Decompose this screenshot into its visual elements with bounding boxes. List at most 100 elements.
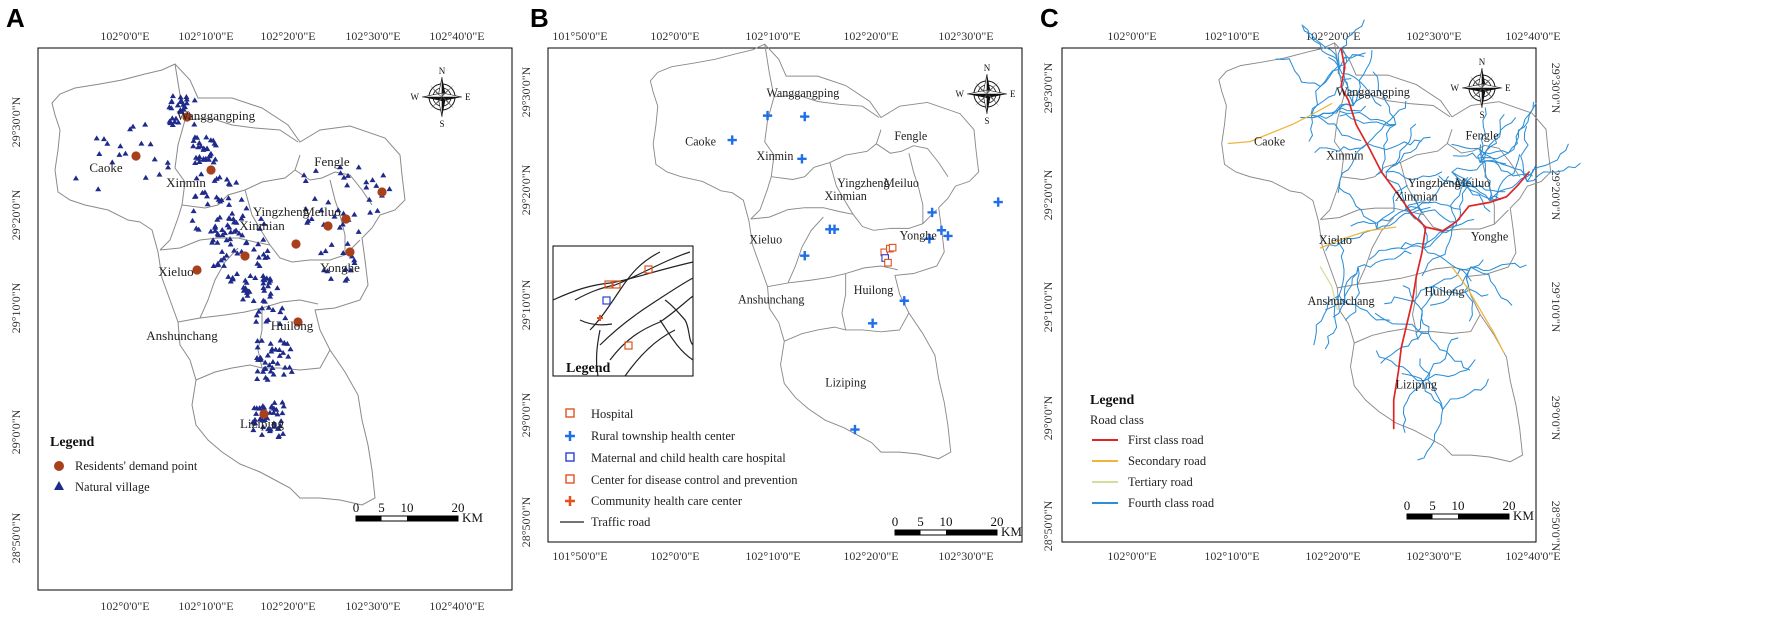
village-point [256,225,263,231]
health-center-icon [565,431,575,441]
x-tick: 102°0'0"E [650,549,699,563]
township-boundary [159,63,186,251]
compass-point [987,74,991,94]
x-ticks-top-a: 102°0'0"E 102°10'0"E 102°20'0"E 102°30'0… [100,29,484,43]
x-tick: 102°20'0"E [260,599,315,613]
village-point [280,403,287,409]
village-point [233,271,240,277]
legend-item: First class road [1128,433,1204,447]
village-point [286,364,293,370]
township-boundary [787,207,854,215]
village-point [216,214,223,220]
township-boundary [159,239,201,251]
town-label: Xinmian [825,189,867,203]
village-point [374,207,381,213]
demand-points-a [131,112,387,419]
village-point [175,119,182,125]
village-point [266,279,273,285]
village-point [282,364,289,370]
village-point [267,275,274,281]
village-point [250,246,257,252]
village-point [269,358,276,364]
town-label-group: Wanggangping Caoke Xinmin Fengle YingzhengMe… [685,86,937,390]
town-label: Fengle [894,129,927,143]
demand-point [345,247,355,257]
village-point [226,224,233,230]
fourth-class-road [1432,285,1489,297]
village-point [251,420,258,426]
village-point [127,126,134,132]
town-label: Liziping [825,375,866,389]
village-point [180,106,187,112]
village-point [231,228,238,234]
village-point [253,312,260,318]
fourth-class-road [1310,97,1363,117]
town-label: Yonghe [900,229,937,243]
village-point [363,184,370,190]
fourth-class-road [1451,171,1506,193]
village-point [261,277,268,283]
village-point [223,176,230,182]
compass-point [1482,68,1486,88]
village-point [274,360,281,366]
village-point [236,230,243,236]
village-point [212,156,219,162]
village-point [280,349,287,355]
scale-bar-segment [946,530,997,535]
town-label-group: Wanggangping Caoke Xinmin Fengle YingzhengMe… [1254,85,1509,392]
village-point [221,230,228,236]
fourth-class-road [1438,175,1491,202]
village-point [238,215,245,221]
village-symbol [54,481,64,490]
legend-item: Residents' demand point [75,459,198,473]
village-point [259,403,266,409]
fourth-class-road [1432,259,1484,287]
village-point [264,254,271,260]
township-boundary [1399,162,1509,232]
compass-point [987,94,999,106]
hospital-icon [888,243,897,252]
town-label: Xinmian [1395,189,1438,203]
village-point [255,241,262,247]
compass-letter-e: E [465,92,471,102]
town-label: Xieluo [1319,233,1352,247]
village-point [278,418,285,424]
village-point [269,364,276,370]
township-boundary [1354,328,1417,344]
village-point [268,348,275,354]
fourth-class-road [1338,186,1378,230]
legend-item: Rural township health center [591,429,736,443]
legend-item: Traffic road [591,515,651,529]
health-center-icon [943,231,953,241]
village-point [223,252,230,258]
village-point [260,297,267,303]
village-point [212,223,219,229]
fourth-class-road [1421,228,1453,277]
compass-point [987,94,991,114]
village-point [183,93,190,99]
village-point [342,266,349,272]
village-point [267,293,274,299]
compass-point [1462,88,1482,92]
x-tick: 102°0'0"E [100,599,149,613]
village-point [337,164,344,170]
scale-label: 20 [991,514,1004,529]
legend-item: Hospital [591,407,634,421]
compass-icon: N S E W [411,66,472,129]
health-center-icon [850,424,860,435]
panel-letter-a: A [6,3,25,33]
y-tick: 29°10'0"N [519,279,533,330]
health-center-icon [800,111,810,122]
fourth-class-road [1357,250,1412,268]
village-point [335,207,342,213]
x-tick: 102°10'0"E [178,29,233,43]
village-point [260,368,267,374]
township-boundaries-c [1218,42,1552,463]
village-point [344,182,351,188]
y-tick: 29°20'0"N [1041,169,1055,220]
township-boundary [841,273,910,333]
town-label: Caoke [685,135,716,149]
x-tick: 102°30'0"E [345,29,400,43]
township-boundary [784,326,846,342]
